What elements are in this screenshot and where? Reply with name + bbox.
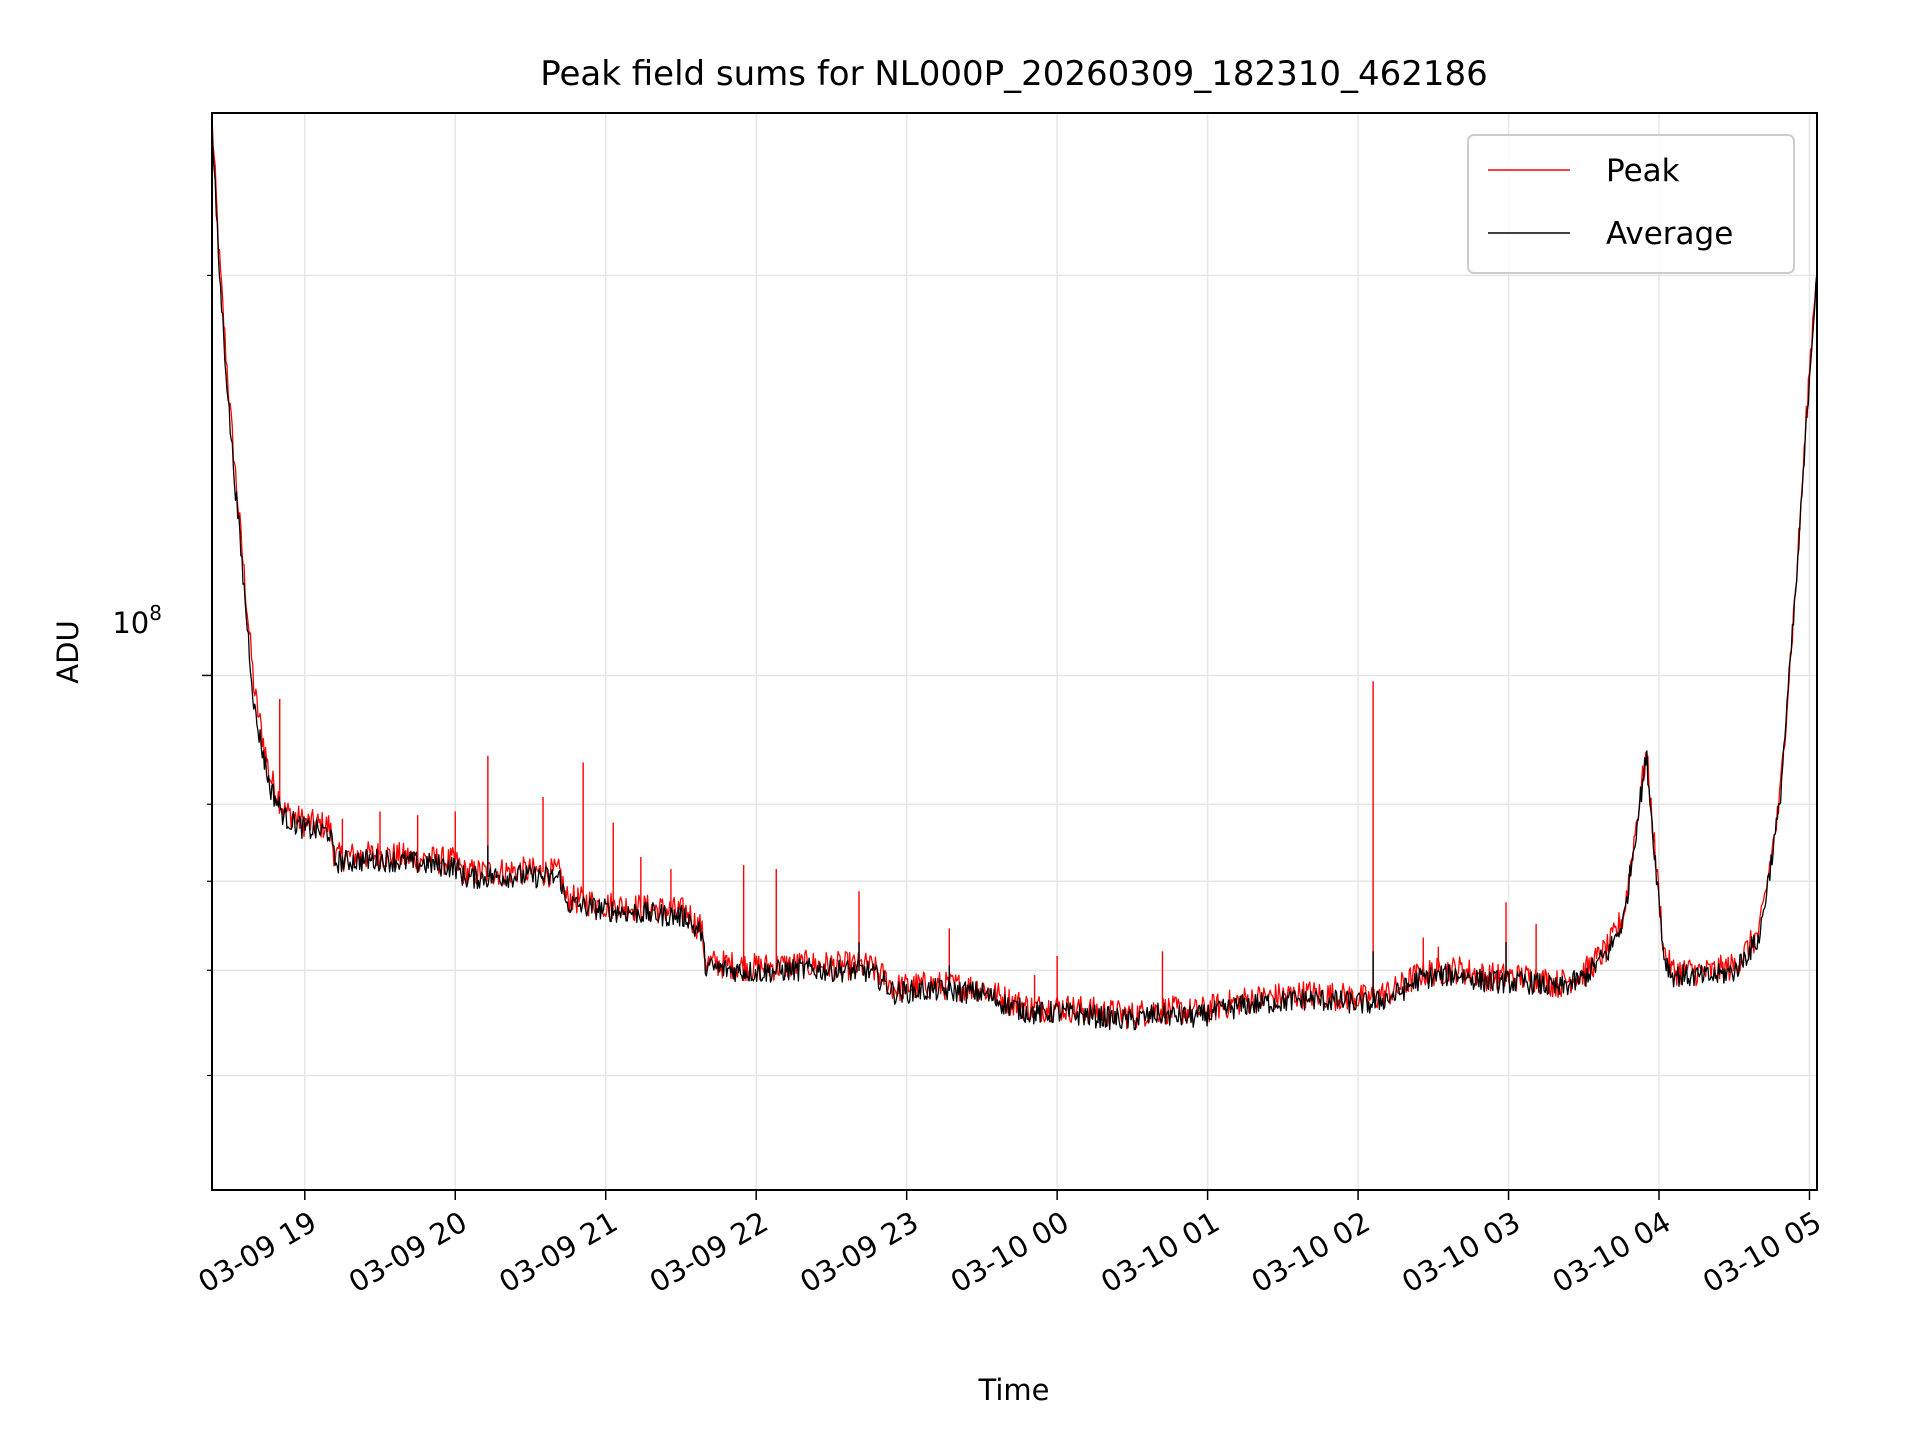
y-tick-label: 108 [112, 601, 162, 640]
legend-label-average: Average [1606, 216, 1733, 252]
series-line-average [211, 122, 1818, 1031]
legend-label-peak: Peak [1606, 153, 1680, 189]
grid [212, 113, 1817, 1190]
plot-area [211, 115, 1818, 1031]
y-axis-label: ADU [51, 620, 85, 683]
axes-frame [211, 112, 1818, 1191]
chart-title: Peak field sums for NL000P_20260309_1823… [540, 54, 1488, 94]
y-axis [202, 274, 212, 1077]
y-tick-label-exponent: 8 [149, 601, 162, 625]
series-line-peak [211, 115, 1818, 1030]
legend: Peak Average [1467, 134, 1795, 274]
series-peak [211, 115, 1818, 1030]
x-axis-label: Time [978, 1373, 1050, 1407]
y-tick-label-base: 10 [112, 606, 149, 640]
series-average [211, 122, 1818, 1031]
